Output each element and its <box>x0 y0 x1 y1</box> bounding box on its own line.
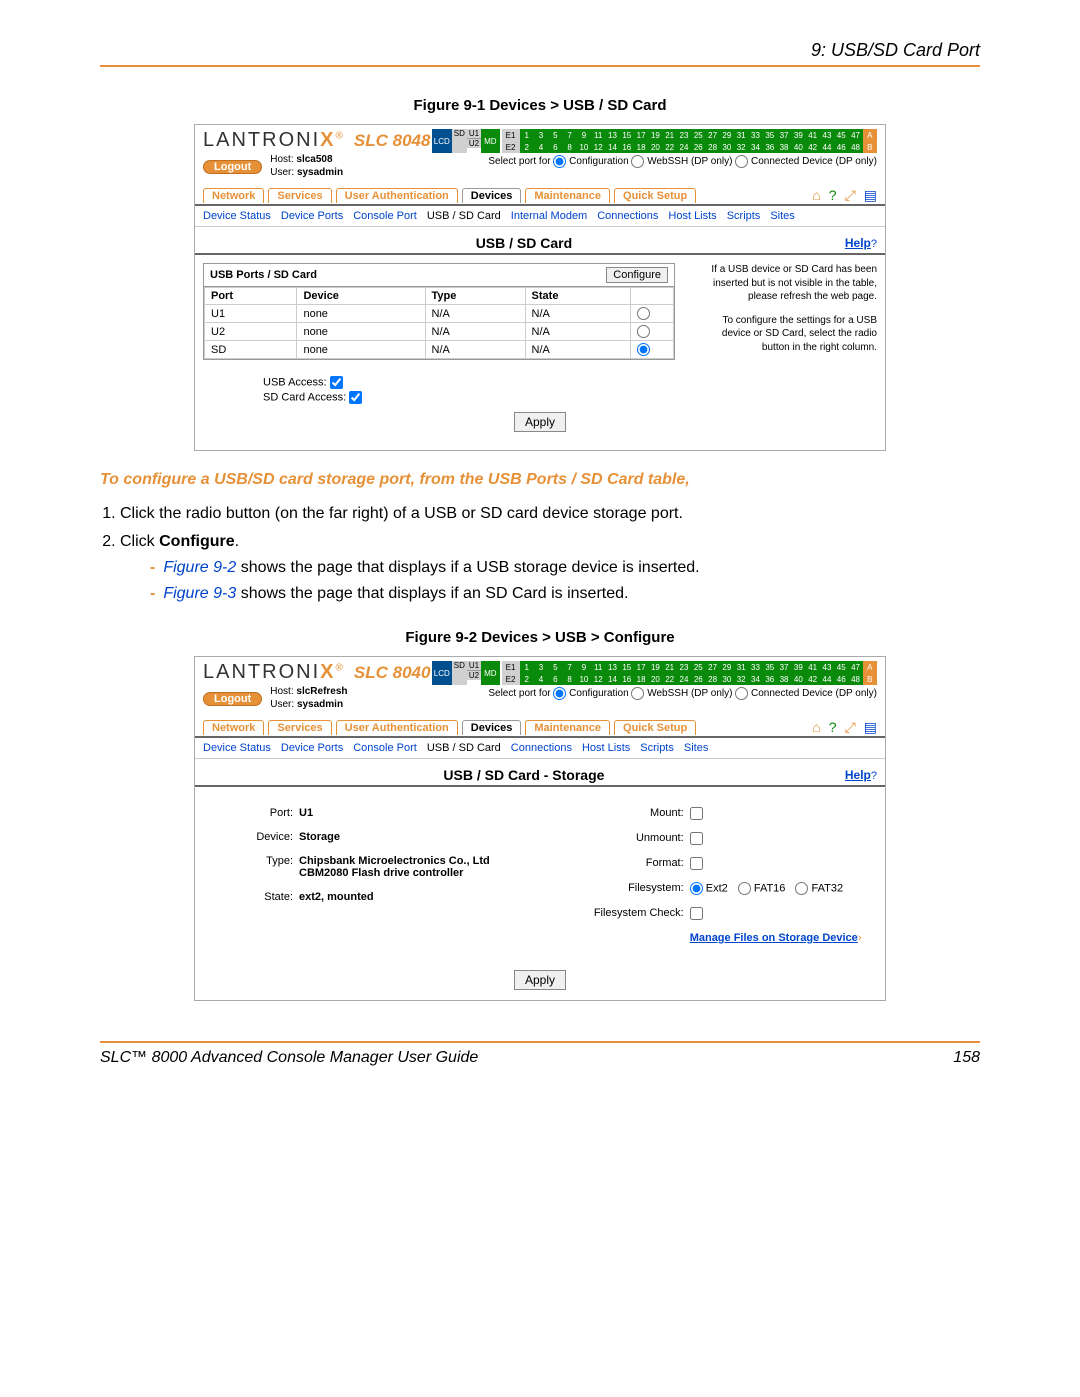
subnav-sites[interactable]: Sites <box>684 742 708 754</box>
select-port-webssh-radio[interactable] <box>631 155 644 168</box>
apply-button[interactable]: Apply <box>514 412 566 432</box>
figure1-caption: Figure 9-1 Devices > USB / SD Card <box>100 97 980 114</box>
home-icon[interactable]: ⌂ <box>812 719 820 736</box>
host-user-info: Host: slca508User: sysadmin <box>270 154 343 179</box>
host-user-info: Host: slcRefreshUser: sysadmin <box>270 686 347 711</box>
fs-fat32-radio[interactable] <box>795 882 808 895</box>
select-port-connected-radio[interactable] <box>735 155 748 168</box>
fsck-checkbox[interactable] <box>690 907 703 920</box>
select-port-config-radio[interactable] <box>553 155 566 168</box>
table-row: SDnoneN/AN/A <box>205 341 674 359</box>
instructions: Click the radio button (on the far right… <box>100 505 980 603</box>
subnav-host-lists[interactable]: Host Lists <box>582 742 630 754</box>
select-port-row: Select port for Configuration WebSSH (DP… <box>432 155 877 168</box>
list-icon[interactable]: ▤ <box>864 187 877 204</box>
select-port-row: Select port for Configuration WebSSH (DP… <box>432 687 877 700</box>
figure2-caption: Figure 9-2 Devices > USB > Configure <box>100 629 980 646</box>
help-link[interactable]: Help? <box>845 768 877 782</box>
usb-access-checkbox[interactable] <box>330 376 343 389</box>
subnav-sites[interactable]: Sites <box>770 210 794 222</box>
list-icon[interactable]: ▤ <box>864 719 877 736</box>
tab-services[interactable]: Services <box>268 188 331 203</box>
logo: LANTRONIX® <box>203 129 345 151</box>
ports-table: PortDeviceTypeState U1noneN/AN/AU2noneN/… <box>204 287 674 359</box>
tab-quick-setup[interactable]: Quick Setup <box>614 720 696 735</box>
subnav-console-port[interactable]: Console Port <box>353 742 417 754</box>
chapter-header: 9: USB/SD Card Port <box>100 40 980 67</box>
subnav-device-status[interactable]: Device Status <box>203 742 271 754</box>
mount-checkbox[interactable] <box>690 807 703 820</box>
logout-button[interactable]: Logout <box>203 160 262 174</box>
logo: LANTRONIX® <box>203 661 345 683</box>
row-select-radio[interactable] <box>637 325 650 338</box>
tab-devices[interactable]: Devices <box>462 188 522 203</box>
tab-services[interactable]: Services <box>268 720 331 735</box>
help-icon[interactable]: ? <box>829 187 837 204</box>
sd-access-checkbox[interactable] <box>349 391 362 404</box>
subnav-scripts[interactable]: Scripts <box>640 742 674 754</box>
subnav-host-lists[interactable]: Host Lists <box>668 210 716 222</box>
fs-ext2-radio[interactable] <box>690 882 703 895</box>
tab-devices[interactable]: Devices <box>462 720 522 735</box>
subnav-connections[interactable]: Connections <box>511 742 572 754</box>
instruction-heading: To configure a USB/SD card storage port,… <box>100 471 980 489</box>
table-row: U1noneN/AN/A <box>205 305 674 323</box>
fs-fat16-radio[interactable] <box>738 882 751 895</box>
unmount-checkbox[interactable] <box>690 832 703 845</box>
subnav-console-port[interactable]: Console Port <box>353 210 417 222</box>
select-port-connected-radio[interactable] <box>735 687 748 700</box>
table-row: U2noneN/AN/A <box>205 323 674 341</box>
tab-user-authentication[interactable]: User Authentication <box>336 188 458 203</box>
subnav-usb-sd-card[interactable]: USB / SD Card <box>427 210 501 222</box>
expand-icon[interactable]: ⤢ <box>845 719 856 736</box>
configure-button[interactable]: Configure <box>606 267 668 283</box>
expand-icon[interactable]: ⤢ <box>845 187 856 204</box>
section-title: USB / SD Card - Storage <box>203 767 845 783</box>
subnav-device-ports[interactable]: Device Ports <box>281 210 343 222</box>
logout-button[interactable]: Logout <box>203 692 262 706</box>
select-port-config-radio[interactable] <box>553 687 566 700</box>
apply-button[interactable]: Apply <box>514 970 566 990</box>
tab-network[interactable]: Network <box>203 720 264 735</box>
tab-quick-setup[interactable]: Quick Setup <box>614 188 696 203</box>
row-select-radio[interactable] <box>637 307 650 320</box>
help-icon[interactable]: ? <box>829 719 837 736</box>
help-link[interactable]: Help? <box>845 236 877 250</box>
row-select-radio[interactable] <box>637 343 650 356</box>
subnav-usb-sd-card[interactable]: USB / SD Card <box>427 742 501 754</box>
footer-title: SLC™ 8000 Advanced Console Manager User … <box>100 1049 478 1067</box>
subnav-scripts[interactable]: Scripts <box>727 210 761 222</box>
product-name: SLC 8048 <box>354 131 431 150</box>
figure1-screenshot: LANTRONIX® SLC 8048 Logout Host: slca508… <box>194 124 886 451</box>
table-title: USB Ports / SD Card <box>210 269 317 281</box>
subnav-connections[interactable]: Connections <box>597 210 658 222</box>
subnav-device-status[interactable]: Device Status <box>203 210 271 222</box>
tab-maintenance[interactable]: Maintenance <box>525 188 610 203</box>
subnav-internal-modem[interactable]: Internal Modem <box>511 210 587 222</box>
tab-network[interactable]: Network <box>203 188 264 203</box>
side-note: If a USB device or SD Card has been inse… <box>707 263 877 354</box>
section-title: USB / SD Card <box>203 235 845 251</box>
tab-user-authentication[interactable]: User Authentication <box>336 720 458 735</box>
figure2-screenshot: LANTRONIX® SLC 8040 Logout Host: slcRefr… <box>194 656 886 1001</box>
manage-files-link[interactable]: Manage Files on Storage Device <box>690 932 858 944</box>
select-port-webssh-radio[interactable] <box>631 687 644 700</box>
home-icon[interactable]: ⌂ <box>812 187 820 204</box>
page-number: 158 <box>953 1049 980 1067</box>
tab-maintenance[interactable]: Maintenance <box>525 720 610 735</box>
subnav-device-ports[interactable]: Device Ports <box>281 742 343 754</box>
product-name: SLC 8040 <box>354 663 431 682</box>
format-checkbox[interactable] <box>690 857 703 870</box>
